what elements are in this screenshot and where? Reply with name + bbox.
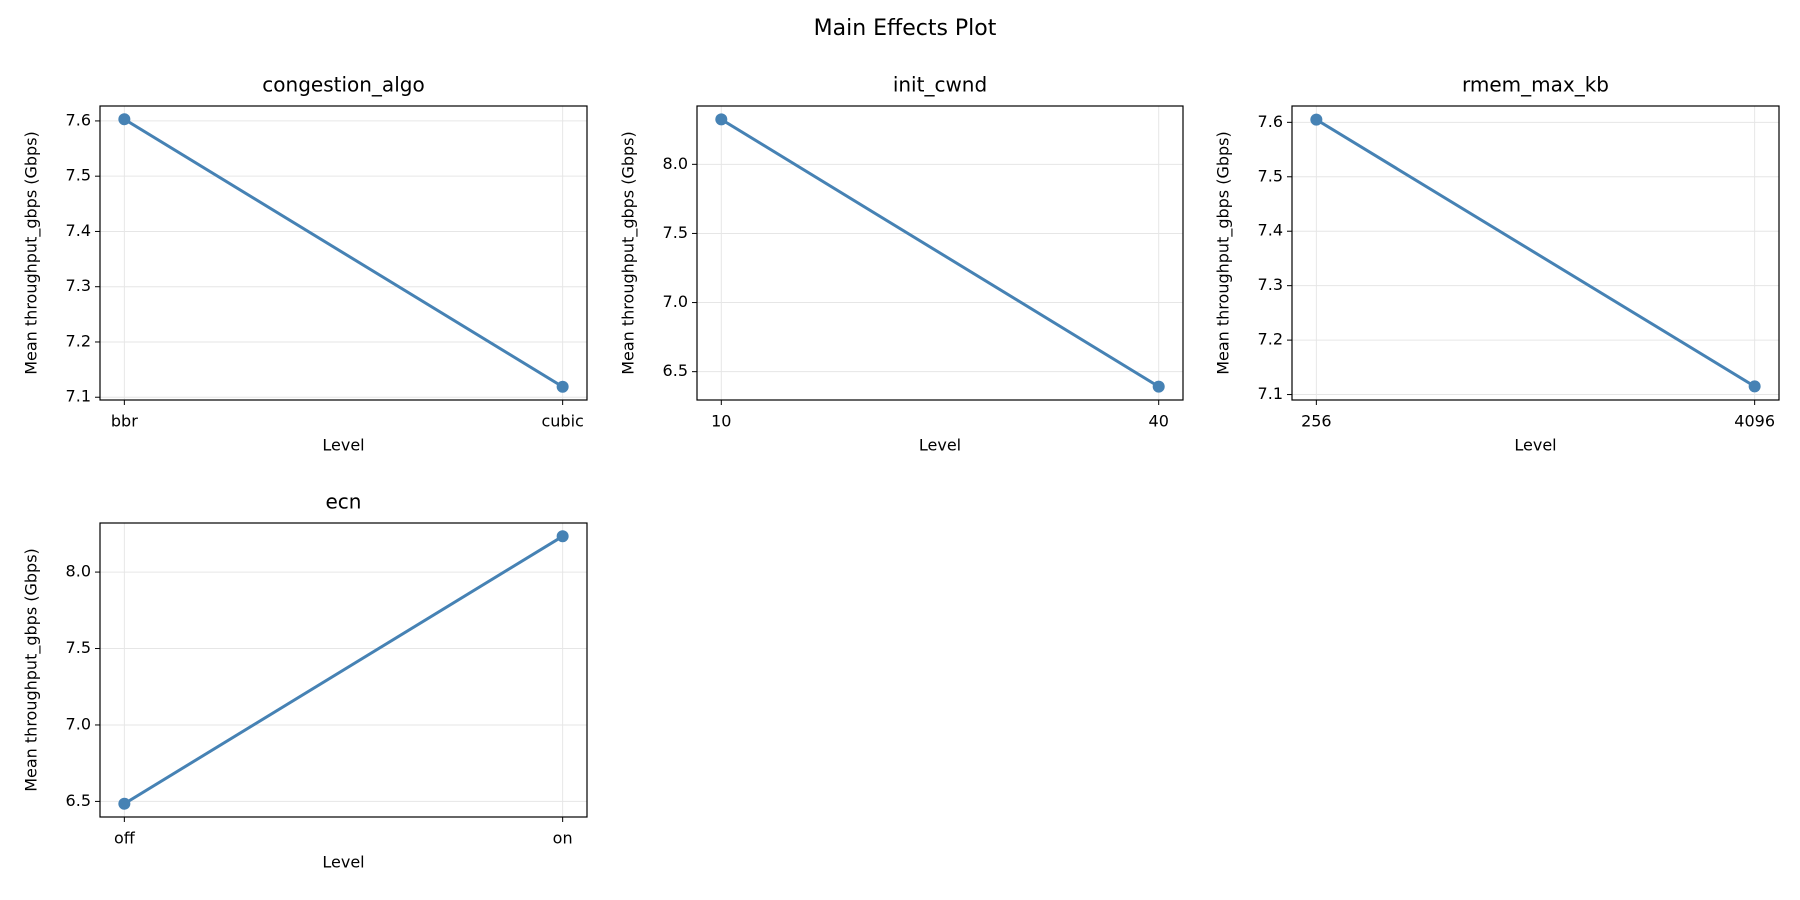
x-tick-label: on <box>553 829 573 848</box>
y-axis-label: Mean throughput_gbps (Gbps) <box>22 548 42 792</box>
x-axis-label: Level <box>322 853 364 872</box>
y-tick-label: 7.6 <box>1258 112 1283 131</box>
point <box>1152 380 1165 393</box>
x-axis-label: Level <box>322 436 364 455</box>
subplot-title: init_cwnd <box>893 73 987 97</box>
y-tick-label: 7.5 <box>66 166 91 185</box>
y-axis-label: Mean throughput_gbps (Gbps) <box>1214 131 1234 375</box>
axes-frame <box>696 105 1184 401</box>
point <box>1748 380 1761 393</box>
axes-frame <box>1291 105 1780 401</box>
y-tick-label: 7.1 <box>66 387 91 406</box>
line <box>720 118 1160 388</box>
y-tick-label: 7.0 <box>663 292 688 311</box>
line <box>123 535 564 805</box>
x-tick-label: 10 <box>711 412 731 431</box>
y-tick-label: 7.3 <box>1258 275 1283 294</box>
y-tick-label: 8.0 <box>66 562 91 581</box>
x-tick-label: bbr <box>111 412 138 431</box>
line <box>123 117 564 389</box>
point <box>556 530 569 543</box>
y-axis-label: Mean throughput_gbps (Gbps) <box>619 131 639 375</box>
y-tick-label: 7.6 <box>66 110 91 129</box>
x-tick-label: 4096 <box>1734 412 1775 431</box>
y-tick-label: 7.5 <box>663 223 688 242</box>
figure-title: Main Effects Plot <box>814 16 997 41</box>
y-tick-label: 7.0 <box>66 714 91 733</box>
subplot-title: congestion_algo <box>262 73 424 97</box>
subplot-title: ecn <box>326 490 362 514</box>
y-tick-label: 7.4 <box>1258 221 1283 240</box>
x-tick-label: off <box>114 829 136 848</box>
point <box>556 380 569 393</box>
x-axis-label: Level <box>1514 436 1556 455</box>
y-tick-label: 6.5 <box>663 361 688 380</box>
point <box>1310 113 1323 126</box>
point <box>118 113 131 126</box>
x-tick-label: 40 <box>1149 412 1169 431</box>
y-tick-label: 6.5 <box>66 791 91 810</box>
y-tick-label: 7.5 <box>1258 166 1283 185</box>
subplot-title: rmem_max_kb <box>1462 73 1609 97</box>
y-tick-label: 7.3 <box>66 276 91 295</box>
axes-frame <box>99 522 588 818</box>
y-axis-label: Mean throughput_gbps (Gbps) <box>22 131 42 375</box>
line <box>1315 118 1756 388</box>
x-tick-label: 256 <box>1301 412 1332 431</box>
y-tick-label: 7.5 <box>66 638 91 657</box>
y-tick-label: 8.0 <box>663 154 688 173</box>
y-tick-label: 7.1 <box>1258 384 1283 403</box>
y-tick-label: 7.4 <box>66 221 91 240</box>
point <box>118 797 131 810</box>
x-tick-label: cubic <box>541 412 583 431</box>
axes-frame <box>99 105 588 401</box>
point <box>715 113 728 126</box>
x-axis-label: Level <box>919 436 961 455</box>
y-tick-label: 7.2 <box>66 331 91 350</box>
y-tick-label: 7.2 <box>1258 330 1283 349</box>
